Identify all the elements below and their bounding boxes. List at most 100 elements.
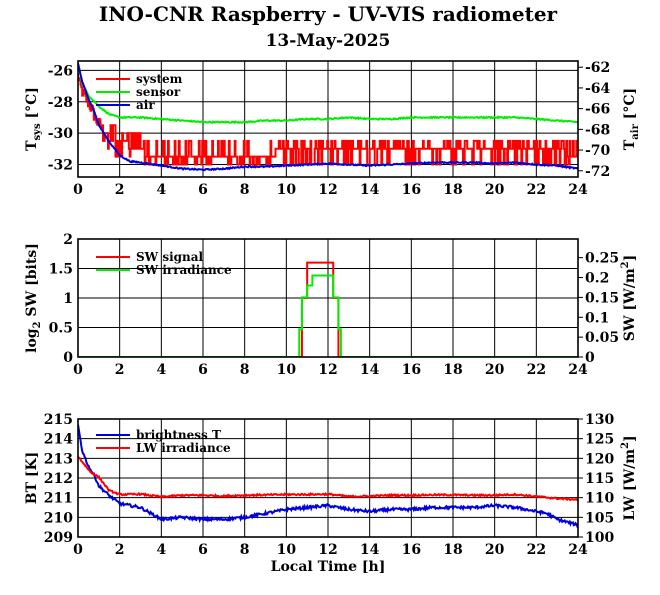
y2-tick-label: -72 [585, 164, 610, 180]
y-axis-label: BT [K] [24, 452, 40, 505]
legend-entry: SW irradiance [136, 263, 232, 277]
plot-frame [77, 238, 579, 358]
x-tick-label: 24 [568, 542, 588, 558]
x-tick-label: 10 [277, 362, 297, 378]
chart-panel-longwave: 0 2 4 6 8 10 12 14 16 18 20 22 242092102112122132142… [24, 412, 638, 575]
x-tick-label: 22 [527, 542, 546, 558]
x-tick-label: 8 [240, 182, 250, 198]
x-tick-label: 2 [115, 182, 125, 198]
x-tick-label: 14 [360, 182, 380, 198]
x-tick-label: 16 [402, 542, 421, 558]
y-tick-label: 215 [44, 412, 73, 428]
x-tick-label: 16 [402, 182, 421, 198]
y-tick-label: 1.5 [49, 262, 73, 278]
legend-entry: brightness T [136, 428, 221, 442]
y2-tick-label: 0.15 [585, 290, 619, 306]
x-tick-label: 20 [485, 362, 505, 378]
x-tick-label: 24 [568, 362, 588, 378]
plot-frame [77, 60, 579, 178]
series-line-brightness-t [78, 424, 578, 529]
series-line-sensor [78, 63, 578, 125]
y-axis-label: Tsys [°C] [24, 87, 43, 151]
y-tick-label: 212 [44, 471, 73, 487]
y-tick-label: 213 [44, 451, 73, 467]
y2-tick-label: 115 [585, 471, 614, 487]
series-line-lw-irradiance [78, 456, 578, 502]
chart-panel-temperature: 0 2 4 6 8 10 12 14 16 18 20 22 24-26-28-30-32-62-64-… [24, 60, 641, 198]
y2-tick-label: 100 [585, 530, 614, 546]
x-tick-label: 4 [156, 182, 166, 198]
legend-entry: sensor [136, 85, 181, 99]
y-tick-label: -30 [48, 126, 74, 142]
x-tick-label: 4 [156, 542, 166, 558]
y-tick-label: -26 [48, 63, 73, 79]
x-tick-label: 6 [198, 182, 208, 198]
x-tick-label: 6 [198, 362, 208, 378]
x-tick-label: 14 [360, 362, 380, 378]
y-tick-label: 210 [44, 510, 73, 526]
figure-date: 13-May-2025 [266, 31, 391, 51]
y2-axis-label: LW [W/m2] [620, 435, 638, 520]
x-tick-label: 8 [240, 542, 250, 558]
y-tick-label: 1 [63, 291, 73, 307]
x-tick-label: 10 [277, 542, 297, 558]
x-tick-label: 18 [443, 182, 462, 198]
y2-tick-label: 0.05 [585, 330, 619, 346]
y-tick-label: 209 [44, 530, 73, 546]
y2-tick-label: 130 [585, 412, 614, 428]
series-line-air [78, 62, 578, 172]
y2-tick-label: -62 [585, 60, 610, 76]
x-tick-label: 20 [485, 182, 505, 198]
x-tick-label: 12 [318, 182, 337, 198]
x-tick-label: 20 [485, 542, 505, 558]
x-tick-label: 4 [156, 362, 166, 378]
y2-tick-label: -70 [585, 143, 611, 159]
y2-tick-label: 120 [585, 451, 614, 467]
x-tick-label: 10 [277, 182, 297, 198]
legend-entry: LW irradiance [136, 441, 231, 455]
x-tick-label: 22 [527, 182, 546, 198]
y-tick-label: -28 [48, 95, 73, 111]
legend-entry: SW signal [136, 250, 204, 264]
y2-tick-label: -64 [585, 81, 611, 97]
y2-tick-label: -68 [585, 122, 610, 138]
y2-tick-label: -66 [585, 102, 610, 118]
y2-tick-label: 0.1 [585, 310, 609, 326]
plot-frame [77, 418, 579, 538]
y-tick-label: 214 [44, 432, 73, 448]
y-axis-label: log2 SW [bits] [24, 243, 43, 353]
y2-axis-label: SW [W/m2] [620, 255, 638, 342]
y-tick-label: 0.5 [49, 321, 73, 337]
y2-tick-label: 0 [585, 350, 595, 366]
legend-entry: system [136, 72, 183, 86]
x-tick-label: 12 [318, 542, 337, 558]
x-axis-label: Local Time [h] [271, 559, 386, 575]
y-tick-label: 211 [44, 491, 73, 507]
legend-entry: air [136, 98, 155, 112]
y2-tick-label: 0.25 [585, 251, 619, 267]
x-tick-label: 18 [443, 362, 462, 378]
x-tick-label: 0 [73, 542, 83, 558]
x-tick-label: 0 [73, 182, 83, 198]
figure-title: INO-CNR Raspberry - UV-VIS radiometer [99, 2, 558, 26]
x-tick-label: 6 [198, 542, 208, 558]
y2-tick-label: 105 [585, 510, 614, 526]
x-tick-label: 24 [568, 182, 588, 198]
x-tick-label: 8 [240, 362, 250, 378]
y2-axis-label: Tair [°C] [622, 88, 641, 150]
y2-tick-label: 0.2 [585, 271, 609, 287]
series-line-sw-irradiance [78, 274, 578, 357]
y2-tick-label: 125 [585, 432, 614, 448]
x-tick-label: 2 [115, 362, 125, 378]
y-tick-label: 2 [63, 232, 73, 248]
x-tick-label: 12 [318, 362, 337, 378]
x-tick-label: 14 [360, 542, 380, 558]
y-tick-label: 0 [63, 350, 73, 366]
x-tick-label: 22 [527, 362, 546, 378]
x-tick-label: 0 [73, 362, 83, 378]
y-tick-label: -32 [48, 157, 73, 173]
x-tick-label: 18 [443, 542, 462, 558]
chart-panel-shortwave: 0 2 4 6 8 10 12 14 16 18 20 22 2400.511.5200.050.10.… [24, 232, 638, 378]
x-tick-label: 2 [115, 542, 125, 558]
